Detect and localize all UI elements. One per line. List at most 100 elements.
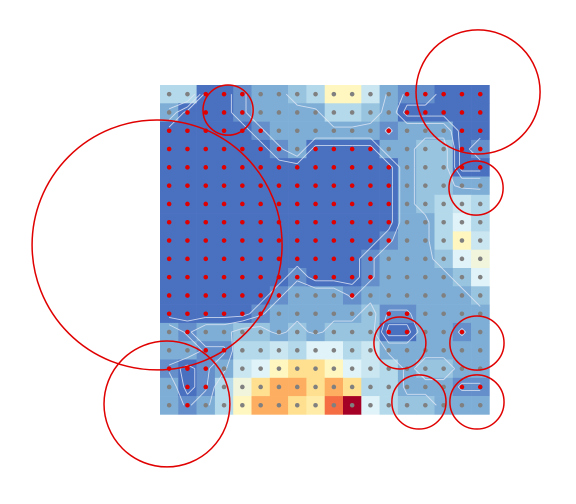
contour-segment	[285, 320, 298, 333]
contour-segment	[457, 382, 463, 388]
dot	[276, 311, 282, 317]
dot	[459, 402, 465, 408]
dot	[477, 256, 483, 262]
contour-segment	[187, 335, 203, 351]
dot	[313, 91, 318, 97]
dot	[185, 293, 190, 298]
dot	[221, 165, 227, 170]
dot	[185, 366, 190, 371]
contour-segment	[414, 137, 426, 150]
highlight-circle	[391, 374, 447, 430]
dot	[294, 329, 300, 335]
contour-segment	[384, 126, 390, 132]
dot	[166, 219, 172, 225]
contour-segment	[402, 104, 408, 113]
dot	[258, 146, 263, 152]
dot	[386, 219, 392, 225]
contour-segment	[296, 265, 309, 278]
dot	[203, 219, 209, 225]
dot	[331, 311, 337, 317]
dot	[166, 348, 172, 353]
dot	[258, 91, 263, 97]
contour-segment	[457, 130, 460, 150]
dot	[349, 146, 355, 152]
contour-segment	[278, 295, 283, 300]
dot	[477, 201, 483, 207]
dot	[166, 238, 172, 243]
contour-segment	[187, 349, 203, 359]
dot	[203, 183, 209, 188]
dot	[294, 238, 300, 243]
dot	[276, 348, 282, 353]
highlight-circle	[449, 315, 505, 371]
contour-segment	[183, 386, 188, 395]
dot	[441, 402, 446, 408]
dot	[203, 201, 209, 207]
contour-segment	[406, 324, 412, 333]
dot	[404, 238, 410, 243]
dot	[477, 384, 483, 390]
dot	[313, 183, 318, 188]
dot	[404, 110, 410, 115]
dot	[221, 311, 227, 317]
dot	[368, 274, 373, 280]
dot	[203, 348, 209, 353]
dot	[368, 201, 373, 207]
dot	[477, 128, 483, 134]
dot	[349, 329, 355, 335]
dot	[459, 384, 465, 390]
dot	[477, 311, 483, 317]
dot	[477, 146, 483, 152]
dot	[203, 238, 209, 243]
dot	[185, 91, 190, 97]
dot	[185, 183, 190, 188]
contour-segment	[230, 332, 234, 351]
contour-segment	[425, 93, 437, 106]
dot	[441, 329, 446, 335]
dot	[368, 238, 373, 243]
contour-segment	[249, 302, 261, 315]
dot	[423, 201, 428, 207]
contour-segment	[388, 126, 393, 132]
dot	[294, 128, 300, 134]
contour-segment	[395, 93, 404, 113]
dot	[258, 293, 263, 298]
dot	[258, 110, 263, 115]
dot	[203, 402, 209, 408]
contour-segment	[263, 130, 280, 146]
dot	[294, 219, 300, 225]
dot	[185, 256, 190, 262]
dot	[459, 219, 465, 225]
dot	[240, 91, 245, 97]
dot	[349, 110, 355, 115]
dot	[404, 219, 410, 225]
dot	[477, 183, 483, 188]
dot	[221, 128, 227, 134]
dot	[203, 110, 209, 115]
dot	[477, 110, 483, 115]
dot	[349, 293, 355, 298]
dot	[331, 201, 337, 207]
dot	[404, 274, 410, 280]
dot	[331, 274, 337, 280]
dot	[441, 91, 446, 97]
dot	[258, 219, 263, 225]
dot	[368, 366, 373, 371]
contour-segment	[282, 148, 298, 157]
dot	[240, 183, 245, 188]
dot	[294, 293, 300, 298]
dot	[331, 256, 337, 262]
contour	[168, 93, 481, 406]
contour-segment	[468, 295, 481, 307]
contour-segment	[260, 126, 265, 132]
contour-segment	[432, 258, 444, 271]
contour-segment	[297, 280, 316, 289]
contour-segment	[425, 393, 437, 406]
dot	[477, 165, 483, 170]
dot	[276, 402, 282, 408]
contour-segment	[267, 148, 280, 161]
contour-segment	[168, 324, 184, 333]
dot	[423, 219, 428, 225]
dot	[368, 165, 373, 170]
dot	[386, 293, 392, 298]
